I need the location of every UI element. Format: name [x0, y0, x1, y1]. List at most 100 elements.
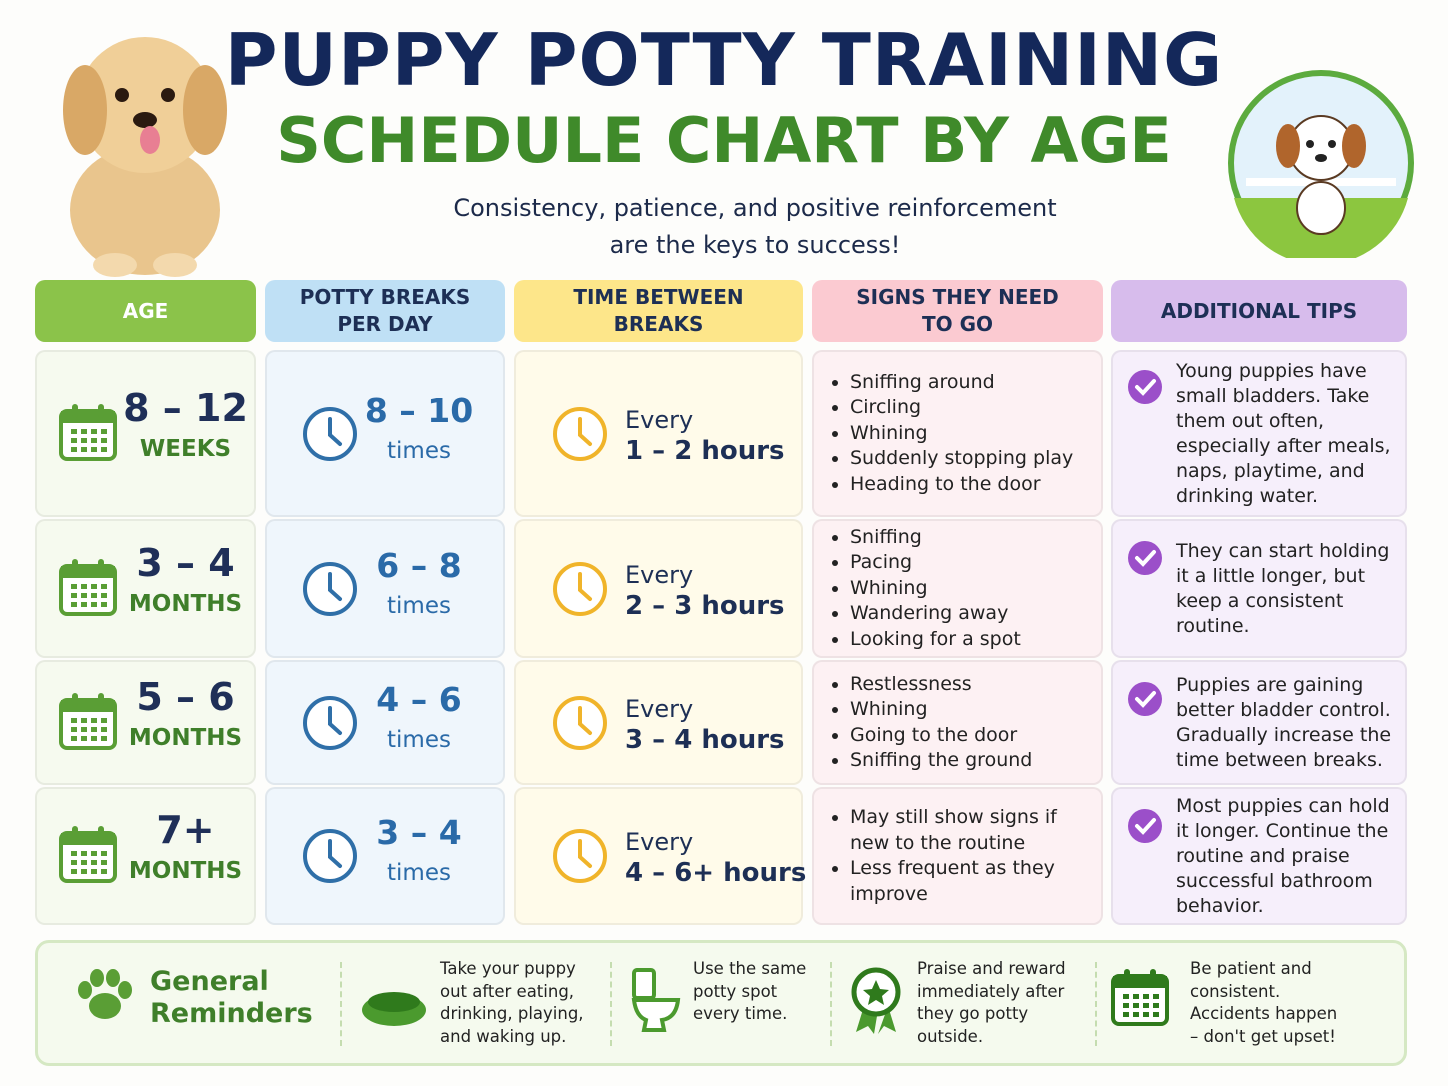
sign-item: Circling	[850, 395, 1073, 421]
clock-icon	[550, 826, 610, 890]
paw-icon	[75, 968, 135, 1028]
cell-bg	[812, 350, 1103, 517]
check-icon-svg	[1128, 682, 1162, 716]
reminder-icon-svg	[851, 967, 901, 1034]
column-header: SIGNS THEY NEED TO GO	[812, 280, 1103, 342]
age-range: 3 – 4	[136, 540, 235, 585]
tip-text: Young puppies have small bladders. Take …	[1176, 359, 1391, 507]
clock-icon-svg	[553, 406, 607, 461]
check-icon-svg	[1128, 370, 1162, 404]
clock-icon	[300, 404, 360, 468]
column-header: TIME BETWEEN BREAKS	[514, 280, 803, 342]
cell-bg	[1111, 660, 1407, 785]
sign-item: Less frequent as they improve	[850, 856, 1093, 907]
time-prefix: Every	[625, 828, 694, 856]
clock-icon-svg	[303, 561, 357, 616]
cell-bg	[1111, 787, 1407, 925]
age-range: 5 – 6	[136, 674, 235, 719]
check-icon	[1126, 539, 1164, 581]
reminder-icon-svg	[631, 968, 681, 1032]
breaks-range: 6 – 8	[376, 545, 462, 585]
reminder-divider	[1095, 962, 1097, 1046]
time-prefix: Every	[625, 560, 694, 589]
sign-item: Pacing	[850, 550, 1021, 576]
tip-text: Most puppies can hold it longer. Continu…	[1176, 794, 1390, 917]
signs-list: Sniffing aroundCirclingWhiningSuddenly s…	[828, 370, 1073, 498]
reminder-text: Praise and reward immediately after they…	[917, 959, 1066, 1046]
clock-icon-svg	[303, 829, 357, 883]
subtitle: SCHEDULE CHART BY AGE	[276, 104, 1172, 177]
tip-wrap: Most puppies can hold it longer. Continu…	[1176, 787, 1398, 925]
signs-wrap: RestlessnessWhiningGoing to the doorSnif…	[828, 660, 1093, 785]
breaks-unit: times	[387, 726, 451, 753]
sign-item: Whining	[850, 421, 1073, 447]
breaks-range: 8 – 10	[364, 390, 474, 430]
clock-icon	[300, 826, 360, 890]
reminder-icon	[1110, 966, 1170, 1032]
signs-list: SniffingPacingWhiningWandering awayLooki…	[828, 525, 1021, 653]
signs-wrap: SniffingPacingWhiningWandering awayLooki…	[828, 519, 1093, 658]
cell-bg	[1111, 519, 1407, 658]
reminder-icon	[360, 980, 428, 1034]
clock-icon	[300, 693, 360, 757]
reminder-icon-svg	[362, 992, 426, 1026]
reminder-text: Use the same potty spot every time.	[693, 959, 807, 1023]
clock-icon	[550, 693, 610, 757]
age-unit: WEEKS	[139, 435, 232, 462]
age-range: 7+	[156, 808, 215, 852]
check-icon	[1126, 368, 1164, 410]
reminder-icon-svg	[1111, 969, 1169, 1026]
time-value: 3 – 4 hours	[625, 724, 785, 755]
calendar-icon	[58, 401, 118, 467]
sign-item: Going to the door	[850, 723, 1032, 749]
calendar-icon-svg	[59, 403, 117, 461]
age-unit: MONTHS	[128, 590, 243, 617]
time-value: 1 – 2 hours	[625, 435, 785, 466]
sign-item: May still show signs if new to the routi…	[850, 805, 1093, 856]
tip-text: Puppies are gaining better bladder contr…	[1176, 673, 1392, 771]
time-value: 2 – 3 hours	[625, 590, 785, 621]
clock-icon	[300, 559, 360, 623]
tip-text: They can start holding it a little longe…	[1176, 539, 1390, 637]
title: PUPPY POTTY TRAINING	[224, 18, 1224, 102]
paw-icon-svg	[78, 969, 132, 1019]
time-prefix: Every	[625, 405, 694, 434]
age-unit: MONTHS	[128, 724, 243, 751]
calendar-icon-svg	[59, 692, 117, 750]
sign-item: Sniffing around	[850, 370, 1073, 396]
reminders-box	[35, 940, 1407, 1066]
cell-bg	[812, 519, 1103, 658]
clock-icon-svg	[553, 829, 607, 883]
reminder-divider	[610, 962, 612, 1046]
signs-list: May still show signs if new to the routi…	[828, 805, 1093, 907]
time-value: 4 – 6+ hours	[625, 858, 807, 888]
check-icon-svg	[1128, 541, 1162, 575]
sign-item: Whining	[850, 697, 1032, 723]
signs-wrap: May still show signs if new to the routi…	[828, 787, 1093, 925]
puppy-badge	[1228, 70, 1414, 258]
reminder-divider	[340, 962, 342, 1046]
age-range: 8 – 12	[123, 385, 248, 430]
reminder-text: Be patient and consistent. Accidents hap…	[1190, 959, 1338, 1046]
cell-bg	[514, 519, 803, 658]
breaks-unit: times	[387, 860, 451, 886]
reminder-icon	[630, 966, 682, 1038]
reminders-title: General Reminders	[150, 966, 313, 1029]
clock-icon	[550, 404, 610, 468]
column-header: AGE	[35, 280, 256, 342]
calendar-icon-svg	[59, 826, 117, 883]
calendar-icon	[58, 823, 118, 889]
tagline: Consistency, patience, and positive rein…	[453, 194, 1057, 259]
column-header: ADDITIONAL TIPS	[1111, 280, 1407, 342]
time-prefix: Every	[625, 694, 694, 723]
sign-item: Suddenly stopping play	[850, 446, 1073, 472]
clock-icon-svg	[553, 695, 607, 750]
tip-wrap: Young puppies have small bladders. Take …	[1176, 350, 1398, 517]
signs-list: RestlessnessWhiningGoing to the doorSnif…	[828, 672, 1032, 774]
sign-item: Sniffing the ground	[850, 748, 1032, 774]
reminder-text: Take your puppy out after eating, drinki…	[440, 959, 584, 1046]
breaks-unit: times	[387, 592, 451, 619]
clock-icon-svg	[303, 406, 357, 461]
sign-item: Wandering away	[850, 601, 1021, 627]
